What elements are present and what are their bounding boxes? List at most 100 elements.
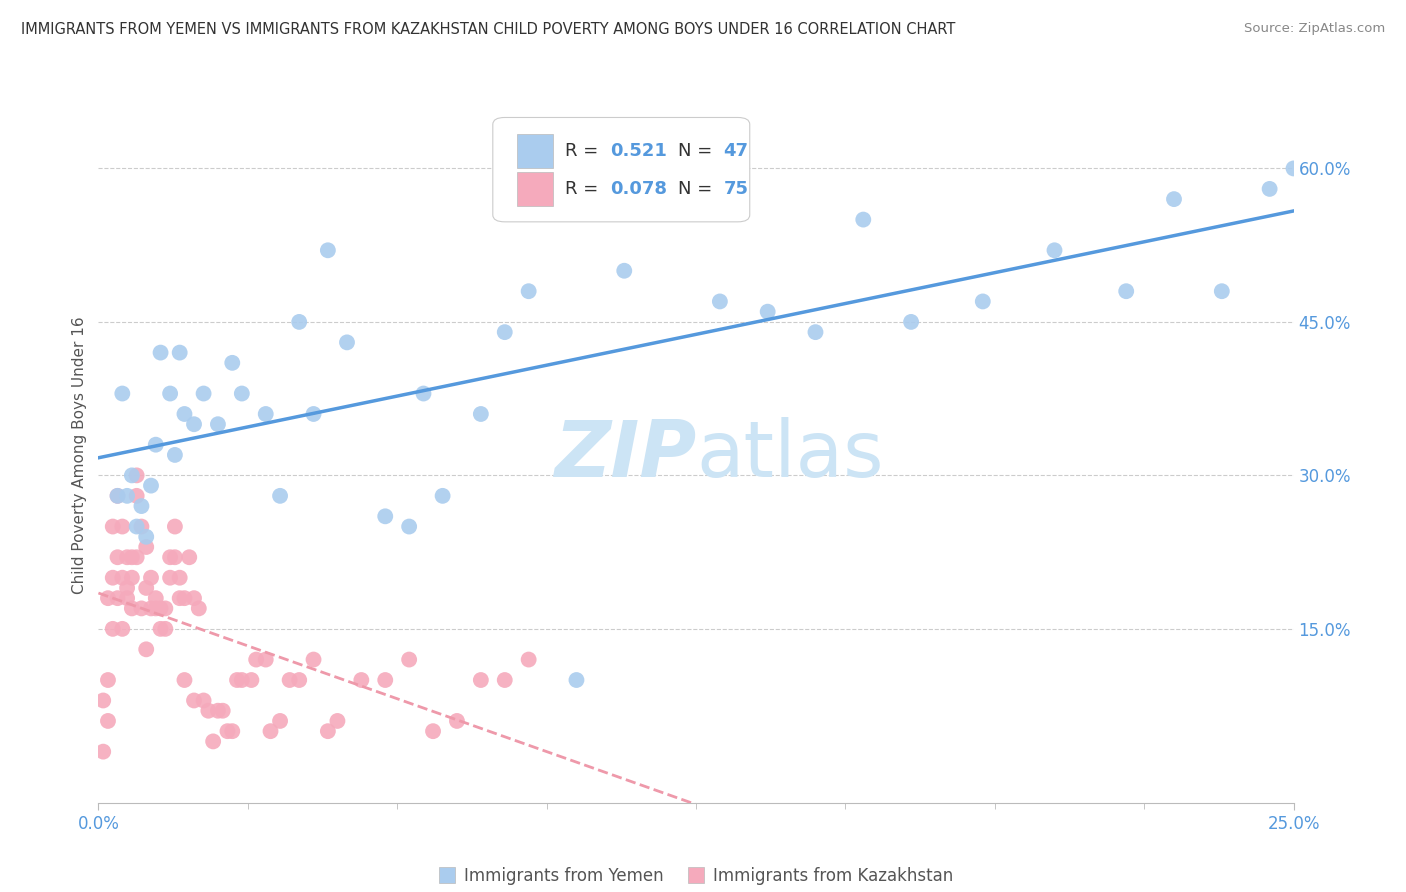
Point xyxy=(97,673,120,687)
Text: 75: 75 xyxy=(724,180,748,198)
Point xyxy=(288,315,311,329)
Point xyxy=(254,652,277,666)
Point xyxy=(121,550,143,565)
Point xyxy=(245,652,267,666)
Text: 0.521: 0.521 xyxy=(610,142,666,160)
Point xyxy=(316,244,339,258)
Point xyxy=(221,356,243,370)
Text: Source: ZipAtlas.com: Source: ZipAtlas.com xyxy=(1244,22,1385,36)
Point xyxy=(149,601,172,615)
Point xyxy=(163,448,186,462)
Point xyxy=(254,407,277,421)
Point xyxy=(121,571,143,585)
Point xyxy=(159,571,181,585)
Point xyxy=(125,550,148,565)
Point xyxy=(804,325,827,339)
Point xyxy=(661,202,683,217)
Point xyxy=(470,407,492,421)
Point xyxy=(107,489,129,503)
Point xyxy=(221,724,243,739)
Point xyxy=(231,386,253,401)
Point xyxy=(145,591,167,606)
Point xyxy=(278,673,301,687)
Point xyxy=(269,489,291,503)
Point xyxy=(1211,284,1233,298)
Point xyxy=(107,550,129,565)
Point xyxy=(193,386,215,401)
Point xyxy=(288,673,311,687)
FancyBboxPatch shape xyxy=(517,172,553,206)
Point xyxy=(111,386,134,401)
Point xyxy=(269,714,291,728)
Point xyxy=(183,693,205,707)
Point xyxy=(159,550,181,565)
Point xyxy=(422,724,444,739)
FancyBboxPatch shape xyxy=(517,134,553,168)
Point xyxy=(97,591,120,606)
Point xyxy=(1258,182,1281,196)
Point xyxy=(163,550,186,565)
Point xyxy=(155,601,177,615)
Point xyxy=(1282,161,1305,176)
Point xyxy=(107,591,129,606)
Point xyxy=(494,325,516,339)
Point xyxy=(135,581,157,595)
Point xyxy=(111,519,134,533)
Point xyxy=(159,386,181,401)
Point xyxy=(709,294,731,309)
Point xyxy=(211,704,233,718)
Point xyxy=(115,581,138,595)
Point xyxy=(111,571,134,585)
Point xyxy=(131,499,153,513)
Text: 47: 47 xyxy=(724,142,748,160)
Point xyxy=(302,407,325,421)
Point xyxy=(155,622,177,636)
Point xyxy=(350,673,373,687)
Point xyxy=(398,652,420,666)
Point xyxy=(139,601,162,615)
Point xyxy=(193,693,215,707)
Point xyxy=(374,673,396,687)
Text: N =: N = xyxy=(678,180,718,198)
Point xyxy=(111,622,134,636)
Point xyxy=(97,714,120,728)
Point xyxy=(139,478,162,492)
Point xyxy=(1163,192,1185,206)
Point xyxy=(470,673,492,687)
Point xyxy=(91,693,114,707)
Point xyxy=(101,571,124,585)
Text: R =: R = xyxy=(565,180,603,198)
Point xyxy=(517,652,540,666)
Point xyxy=(101,622,124,636)
Point xyxy=(135,642,157,657)
Text: N =: N = xyxy=(678,142,718,160)
Point xyxy=(121,468,143,483)
Point xyxy=(494,673,516,687)
Point xyxy=(412,386,434,401)
Point xyxy=(91,745,114,759)
Point xyxy=(145,438,167,452)
Point xyxy=(517,284,540,298)
Point xyxy=(432,489,454,503)
Point xyxy=(115,591,138,606)
Text: 0.078: 0.078 xyxy=(610,180,666,198)
Point xyxy=(183,417,205,432)
Point xyxy=(336,335,359,350)
Point xyxy=(169,571,191,585)
Point xyxy=(125,489,148,503)
Point xyxy=(131,519,153,533)
Point xyxy=(852,212,875,227)
Point xyxy=(446,714,468,728)
Point xyxy=(756,304,779,318)
Point xyxy=(115,489,138,503)
Point xyxy=(149,622,172,636)
Point xyxy=(240,673,263,687)
Point xyxy=(145,601,167,615)
Point xyxy=(613,264,636,278)
Point xyxy=(183,591,205,606)
Point xyxy=(125,468,148,483)
Point xyxy=(207,704,229,718)
Point xyxy=(972,294,994,309)
Point xyxy=(231,673,253,687)
Y-axis label: Child Poverty Among Boys Under 16: Child Poverty Among Boys Under 16 xyxy=(72,316,87,594)
